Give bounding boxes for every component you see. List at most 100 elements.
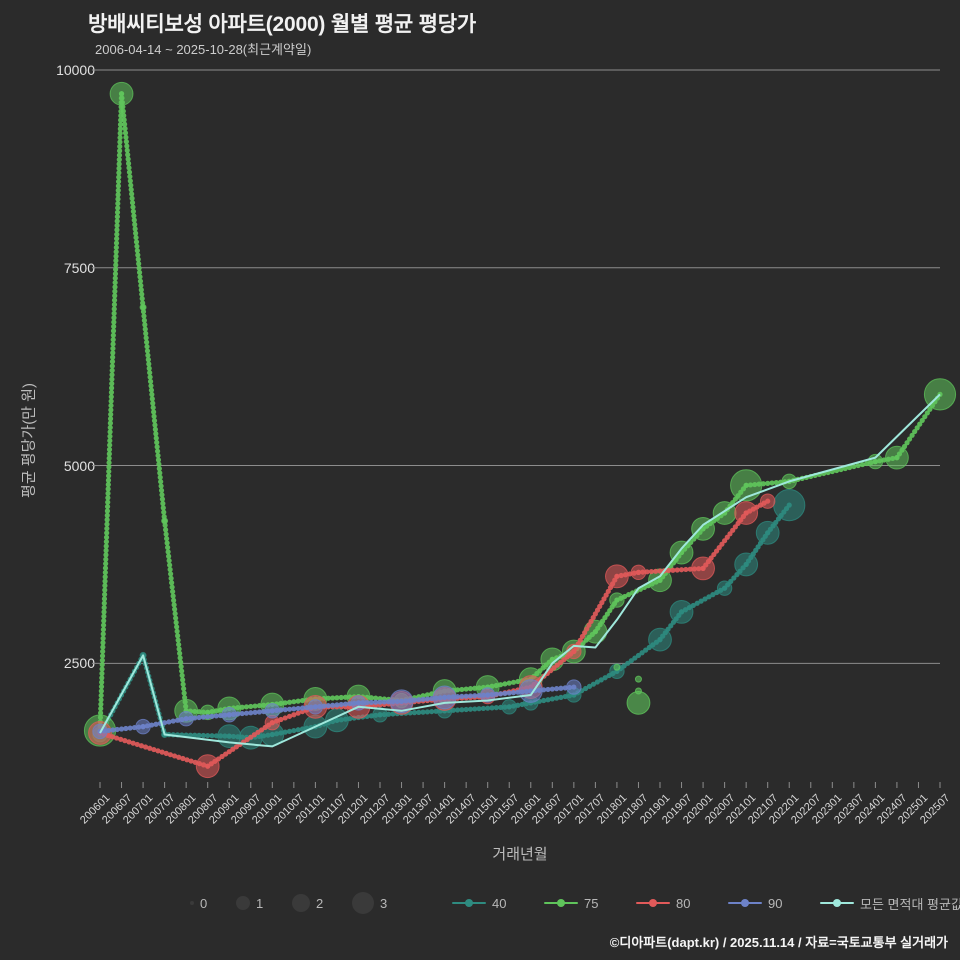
series-bead [678, 567, 685, 573]
series-bead [101, 605, 107, 611]
series-bead [135, 252, 141, 258]
series-bead [107, 416, 114, 422]
series-bead [710, 592, 716, 598]
series-bead [299, 705, 306, 711]
series-bead [582, 685, 589, 692]
series-bead [109, 381, 115, 387]
series-bead [98, 706, 104, 712]
legend-series-90[interactable]: 90 [728, 888, 782, 918]
legend-series-40[interactable]: 40 [452, 888, 506, 918]
series-bead [626, 592, 632, 598]
series-bead [113, 735, 120, 741]
data-bubble [730, 469, 763, 502]
series-bead [114, 726, 120, 733]
data-bubble [195, 754, 220, 779]
series-bead [116, 157, 122, 163]
series-bead [373, 695, 379, 701]
series-bead [554, 686, 560, 692]
series-bead [169, 584, 175, 590]
series-bead [170, 588, 176, 595]
series-bead [109, 363, 115, 369]
series-bead [112, 284, 118, 290]
legend-series-모든 면적대 평균값[interactable]: 모든 면적대 평균값 [820, 888, 960, 918]
series-bead [145, 352, 151, 358]
series-bead [167, 752, 174, 758]
series-bead [110, 328, 117, 334]
series-bead [115, 178, 122, 185]
series-bead [731, 575, 737, 581]
legend-size-item: 2 [292, 888, 323, 918]
series-bead [105, 477, 112, 483]
series-bead [146, 361, 152, 367]
series-bead [137, 274, 143, 280]
series-bead [102, 578, 108, 584]
extra-points [613, 663, 651, 715]
series-bead [330, 702, 336, 708]
series-bead [101, 609, 107, 615]
series-bead [670, 567, 676, 573]
series-bead [917, 421, 923, 427]
series-bead [108, 407, 114, 413]
series-bead [115, 205, 121, 211]
series-bead [239, 710, 245, 717]
series-bead [98, 684, 105, 690]
series-bead [167, 562, 173, 568]
series-bead [648, 568, 654, 575]
series-bead [909, 432, 915, 438]
data-bubble [648, 627, 672, 652]
series-bead [463, 706, 469, 713]
series-bead [927, 406, 933, 412]
data-bubble [734, 501, 759, 525]
legend-series-80[interactable]: 80 [636, 888, 690, 918]
data-bubble [135, 718, 151, 735]
series-bead [110, 337, 116, 343]
legend-series-swatch-icon [452, 897, 486, 909]
series-bead [330, 695, 336, 701]
series-bead [110, 727, 116, 733]
data-bubble [734, 552, 759, 577]
series-bead [111, 301, 118, 308]
series-bead [144, 348, 151, 354]
series-bead [117, 148, 123, 154]
series-bead [98, 697, 104, 703]
series-bead [179, 672, 185, 679]
series-bead [510, 690, 517, 696]
series-bead [113, 244, 119, 251]
series-bead [118, 736, 124, 742]
series-bead [122, 738, 128, 744]
series-bead [121, 112, 127, 119]
series-bead [159, 492, 165, 498]
series-bead [113, 253, 119, 259]
series-bead [106, 468, 112, 475]
legend-series-label: 40 [492, 895, 507, 911]
data-bubble [264, 703, 281, 719]
series-bead [160, 500, 166, 507]
series-bead [148, 383, 154, 389]
series-bead [286, 699, 293, 705]
legend-series-label: 모든 면적대 평균값 [860, 896, 960, 912]
series-75 [83, 81, 957, 747]
legend-series-75[interactable]: 75 [544, 888, 598, 918]
series-bead [114, 214, 120, 220]
series-bead [126, 739, 132, 745]
series-bead [181, 690, 187, 696]
series-bead [151, 413, 157, 419]
series-bead [100, 640, 106, 646]
series-bead [117, 121, 124, 128]
series-bead [132, 226, 138, 232]
series-bead [502, 681, 508, 687]
series-bead [130, 740, 136, 746]
series-bead [155, 452, 161, 459]
series-bead [117, 126, 123, 132]
series-bead [131, 217, 137, 223]
series-bead [117, 130, 123, 136]
series-bead [291, 712, 297, 718]
series-bead [125, 152, 131, 158]
series-bead [154, 448, 161, 454]
series-bead [141, 313, 147, 319]
series-bead [205, 714, 211, 720]
series-bead [906, 436, 913, 442]
series-bead [105, 486, 111, 492]
chart-legend: 0 1 2 3 40 75 80 90 모든 면적대 평균값 [0, 888, 960, 922]
series-bead [601, 596, 607, 602]
